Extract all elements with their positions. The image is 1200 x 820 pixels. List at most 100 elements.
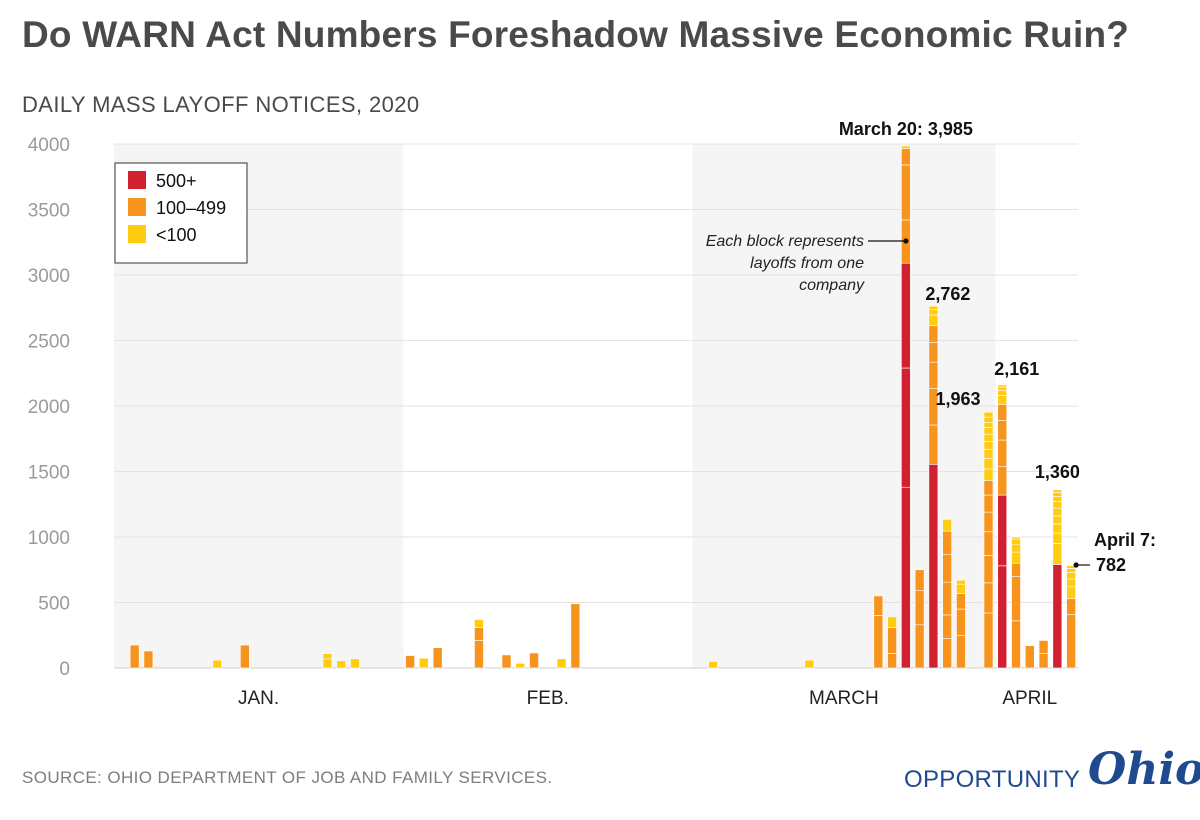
bar-block-day69-0 bbox=[1052, 564, 1063, 669]
bar-block-day60-1 bbox=[928, 424, 939, 465]
bar-block-day64-12 bbox=[983, 427, 994, 435]
bar-block-day27-2 bbox=[474, 619, 484, 628]
bar-block-day29-0 bbox=[501, 654, 512, 669]
bar-block-day58-1 bbox=[901, 367, 911, 488]
bar-block-day66-3 bbox=[1011, 551, 1021, 564]
bar-block-day64-14 bbox=[983, 416, 994, 423]
bar-block-day60-3 bbox=[928, 361, 939, 389]
bar-block-day69-6 bbox=[1052, 501, 1063, 509]
bar-block-day60-7 bbox=[928, 309, 939, 316]
value-label-1360: 1,360 bbox=[1035, 462, 1080, 482]
bar-block-day61-1 bbox=[942, 614, 952, 639]
bar-block-day68-0 bbox=[1038, 653, 1049, 669]
annotation-leader-dot bbox=[903, 238, 909, 244]
bar-block-day65-3 bbox=[997, 439, 1008, 467]
bar-block-day70-3 bbox=[1066, 578, 1076, 588]
bar-block-day69-3 bbox=[1052, 523, 1063, 534]
bar-block-day3-0 bbox=[143, 650, 154, 669]
bar-block-day62-3 bbox=[956, 583, 966, 594]
bar-block-day56-0 bbox=[873, 615, 884, 669]
bar-block-day66-2 bbox=[1011, 562, 1021, 577]
bar-block-day66-4 bbox=[1011, 543, 1021, 553]
bar-block-day34-0 bbox=[570, 603, 581, 669]
bar-block-day30-0 bbox=[515, 663, 526, 669]
bar-block-day65-4 bbox=[997, 420, 1008, 441]
bar-block-day69-7 bbox=[1052, 496, 1063, 502]
bar-block-day61-2 bbox=[942, 581, 952, 616]
bar-block-day61-5 bbox=[942, 519, 952, 532]
bar-block-day65-5 bbox=[997, 404, 1008, 421]
bar-block-day66-6 bbox=[1011, 536, 1021, 540]
bar-block-day64-7 bbox=[983, 468, 994, 481]
bar-block-day64-11 bbox=[983, 433, 994, 442]
legend-swatch-big bbox=[128, 171, 146, 189]
bar-block-day58-2 bbox=[901, 262, 911, 369]
bar-block-day69-5 bbox=[1052, 507, 1063, 517]
y-tick-label-4: 2000 bbox=[28, 397, 70, 418]
bar-block-day24-0 bbox=[432, 647, 443, 669]
bar-block-day69-4 bbox=[1052, 515, 1063, 525]
bar-block-day66-5 bbox=[1011, 538, 1021, 545]
bar-block-day23-0 bbox=[419, 657, 429, 669]
bar-block-day65-6 bbox=[997, 395, 1008, 405]
bar-block-day70-4 bbox=[1066, 572, 1076, 580]
bar-block-day65-2 bbox=[997, 465, 1008, 496]
month-label-0: JAN. bbox=[238, 688, 279, 709]
annotation-line-2: company bbox=[799, 277, 865, 294]
bar-block-day27-1 bbox=[474, 627, 484, 641]
bar-block-day58-4 bbox=[901, 164, 911, 221]
bar-block-day64-0 bbox=[983, 612, 994, 669]
bar-block-day64-8 bbox=[983, 458, 994, 470]
bar-block-day61-3 bbox=[942, 554, 952, 583]
chart-subtitle: DAILY MASS LAYOFF NOTICES, 2020 bbox=[22, 92, 420, 117]
bar-block-day58-0 bbox=[901, 486, 911, 669]
bar-block-day8-0 bbox=[212, 659, 223, 669]
month-label-1: FEB. bbox=[527, 688, 569, 709]
bar-block-day22-0 bbox=[405, 655, 415, 669]
bar-block-day64-10 bbox=[983, 441, 994, 450]
bar-block-day67-0 bbox=[1025, 645, 1035, 669]
legend-label-big: 500+ bbox=[156, 171, 197, 191]
value-label-2161: 2,161 bbox=[994, 359, 1039, 379]
bar-block-day58-5 bbox=[901, 148, 911, 166]
legend-label-small: <100 bbox=[156, 225, 197, 245]
bar-block-day65-8 bbox=[997, 386, 1008, 391]
month-label-3: APRIL bbox=[1002, 688, 1057, 709]
source-note: SOURCE: OHIO DEPARTMENT OF JOB AND FAMIL… bbox=[22, 768, 553, 787]
y-tick-label-0: 0 bbox=[59, 659, 70, 680]
value-label-2762: 2,762 bbox=[925, 284, 970, 304]
annotation-line-1: layoffs from one bbox=[750, 255, 864, 272]
legend-label-mid: 100–499 bbox=[156, 198, 226, 218]
bar-block-day59-1 bbox=[914, 590, 925, 626]
y-tick-label-7: 3500 bbox=[28, 201, 70, 222]
bar-block-day17-0 bbox=[336, 660, 347, 669]
bar-block-day64-5 bbox=[983, 494, 994, 513]
bar-block-day66-1 bbox=[1011, 575, 1021, 622]
y-tick-label-1: 500 bbox=[38, 594, 70, 615]
bar-block-day69-9 bbox=[1052, 489, 1063, 493]
value-label-1963: 1,963 bbox=[935, 389, 980, 409]
bar-block-day64-6 bbox=[983, 480, 994, 496]
opportunity-ohio-logo: OPPORTUNITY Ohio bbox=[900, 744, 1200, 804]
bar-block-day60-0 bbox=[928, 463, 939, 669]
bar-block-day69-1 bbox=[1052, 543, 1063, 565]
bar-block-day2-0 bbox=[129, 644, 140, 669]
bar-block-day62-2 bbox=[956, 593, 966, 610]
month-label-2: MARCH bbox=[809, 688, 879, 709]
bar-block-day33-0 bbox=[556, 658, 567, 669]
bar-block-day61-4 bbox=[942, 530, 952, 555]
y-tick-label-6: 3000 bbox=[28, 266, 70, 287]
value-label-march20: March 20: 3,985 bbox=[839, 119, 973, 139]
bar-block-day70-0 bbox=[1066, 613, 1076, 669]
bar-block-day62-0 bbox=[956, 634, 966, 669]
chart-title: Do WARN Act Numbers Foreshadow Massive E… bbox=[22, 14, 1130, 55]
bar-block-day64-13 bbox=[983, 422, 994, 428]
bar-block-day64-4 bbox=[983, 511, 994, 533]
y-tick-label-8: 4000 bbox=[28, 135, 70, 156]
bar-block-day44-0 bbox=[708, 661, 718, 669]
bar-block-day64-2 bbox=[983, 555, 994, 584]
bar-block-day65-9 bbox=[997, 384, 1008, 388]
legend-swatch-small bbox=[128, 225, 146, 243]
bar-block-day27-0 bbox=[474, 640, 484, 669]
